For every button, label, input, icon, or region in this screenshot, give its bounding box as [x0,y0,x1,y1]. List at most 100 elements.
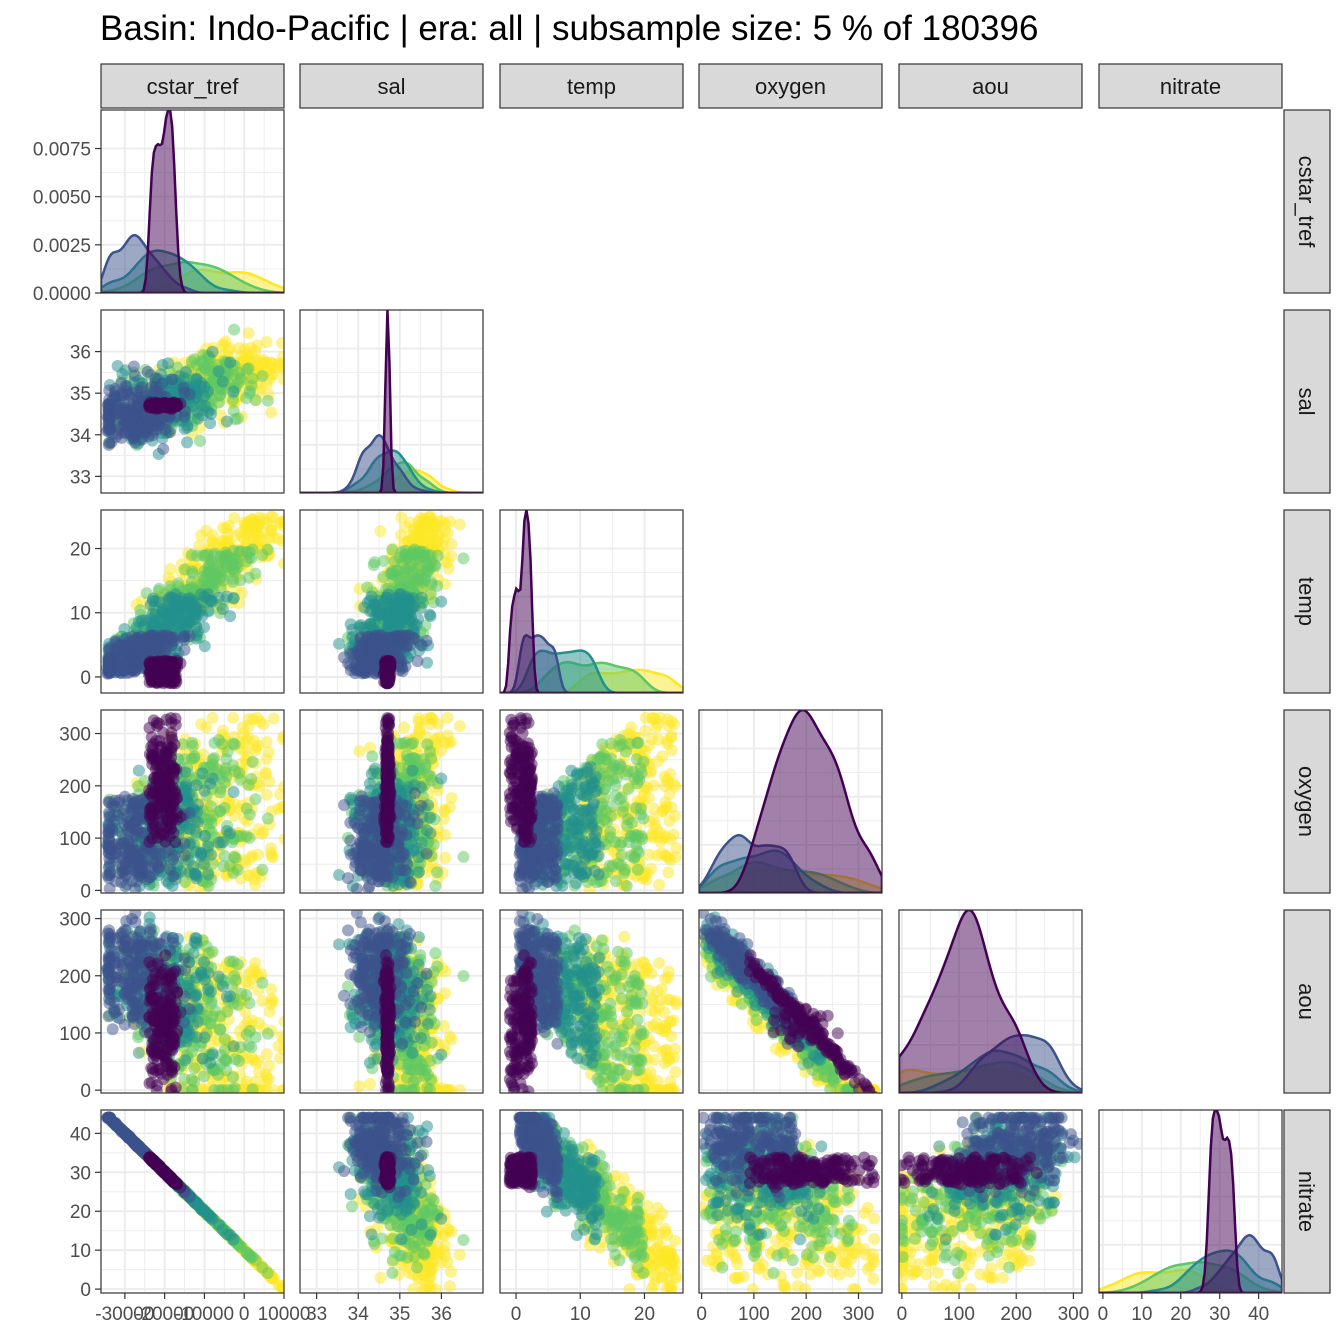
data-point [265,842,278,855]
data-point [229,529,242,542]
strip-top-label-oxygen: oxygen [755,74,826,99]
data-point [443,801,456,814]
data-point [152,666,165,679]
data-point [183,806,196,819]
data-point [166,631,179,644]
data-point [208,549,221,562]
data-point [367,559,380,572]
data-point [213,389,226,402]
data-point [439,851,452,864]
data-point [132,645,145,658]
data-point [274,788,284,801]
data-point [219,538,232,551]
data-point [168,738,181,751]
data-point [228,512,241,525]
density-curve [300,310,483,493]
data-point [178,643,191,656]
data-point [206,534,219,547]
data-point [354,631,367,644]
data-point [249,567,262,580]
data-point [278,557,284,570]
data-point [429,880,442,893]
data-point [256,369,269,382]
density-panel-cstar_tref [101,110,284,293]
strip-right-label-cstar_tref: cstar_tref [1294,156,1319,249]
density-panel-sal [300,310,483,493]
data-point [164,592,177,605]
data-point [134,604,147,617]
data-point [224,356,237,369]
data-point [168,398,181,411]
data-point [333,637,346,650]
panel-border [499,509,684,694]
data-point [131,632,144,645]
data-point [407,592,420,605]
data-point [163,426,176,439]
data-point [103,665,116,678]
data-point [181,436,194,449]
strip-top-label-sal: sal [377,74,405,99]
data-point [229,559,242,572]
strip-right-sal [1283,309,1331,494]
data-point [154,780,167,793]
data-point [132,853,145,866]
panel-border [100,109,285,294]
data-point [188,752,201,765]
data-point [136,614,149,627]
data-point [265,510,278,523]
data-point [266,851,279,864]
data-point [445,538,458,551]
data-point [204,848,217,861]
scatter-panel-temp-vs-sal [333,510,470,690]
data-point [396,665,409,678]
data-point [163,830,176,843]
data-point [198,621,211,634]
data-point [260,336,273,349]
panel-border [100,509,285,694]
data-point [188,867,201,880]
data-point [212,836,225,849]
data-point [267,531,280,544]
data-point [261,812,274,825]
data-point [204,800,217,813]
data-point [196,571,209,584]
data-point [249,793,262,806]
data-point [221,745,234,758]
strip-top-sal [299,63,484,109]
data-point [202,868,215,881]
data-point [355,645,368,658]
data-point [431,866,444,879]
data-point [148,805,161,818]
data-point [212,591,225,604]
data-point [168,659,181,672]
data-point [212,365,225,378]
data-point [441,711,454,724]
data-point [171,807,184,820]
data-point [131,395,144,408]
data-point [168,763,181,776]
data-point [213,564,226,577]
data-point [108,814,121,827]
data-point [240,392,253,405]
strip-right-label-temp: temp [1294,577,1319,626]
data-point [242,327,255,340]
data-point [276,515,284,528]
data-point [371,634,384,647]
data-point [178,849,191,862]
data-point [254,715,267,728]
data-point [457,552,470,565]
data-point [152,402,165,415]
data-point [412,515,425,528]
data-point [394,593,407,606]
data-point [261,394,274,407]
data-point [132,425,145,438]
data-point [245,522,258,535]
data-point [194,435,207,448]
data-point [418,529,431,542]
data-point [262,746,275,759]
strip-right-temp [1283,509,1331,694]
data-point [400,604,413,617]
strip-top-temp [499,63,684,109]
data-point [123,666,136,679]
data-point [123,416,136,429]
